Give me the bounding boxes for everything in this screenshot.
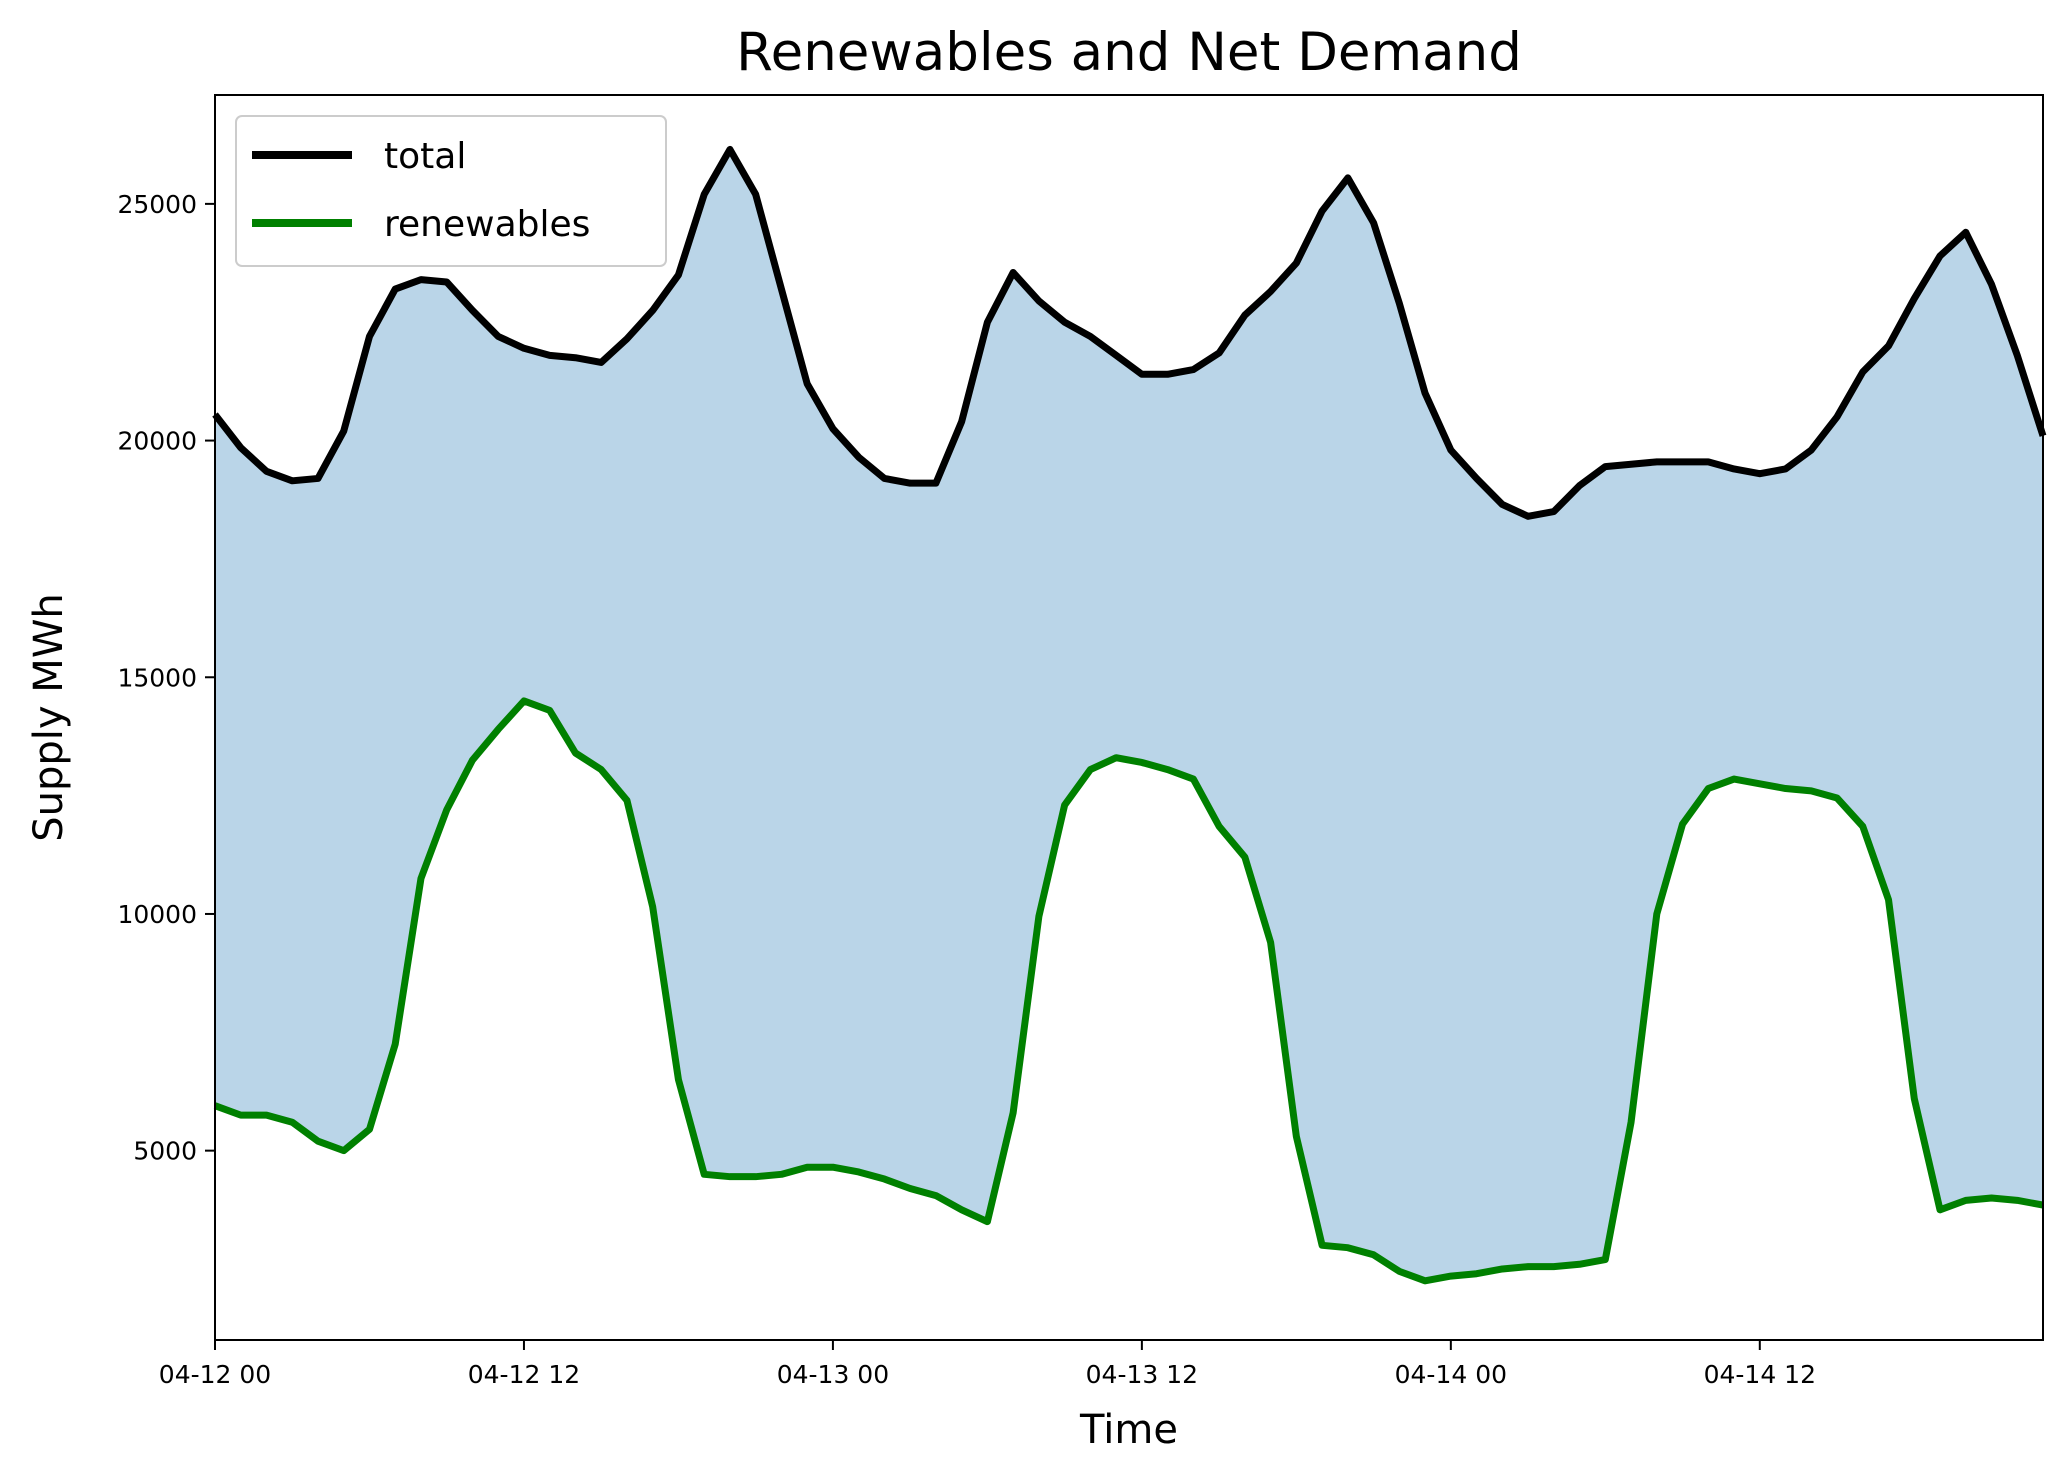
legend: total renewables — [235, 115, 667, 267]
x-tick-label: 04-12 12 — [468, 1360, 580, 1389]
y-tick-label: 25000 — [117, 190, 197, 219]
x-tick-label: 04-13 00 — [777, 1360, 889, 1389]
x-axis-title: Time — [1079, 1407, 1178, 1453]
plot-frame — [214, 94, 2044, 1341]
y-tick-label: 20000 — [117, 427, 197, 456]
fill-between-layer — [215, 149, 2043, 1281]
x-axis: 04-12 00 04-12 12 04-13 00 04-13 12 04-14 00… — [159, 1340, 1816, 1389]
series-line-total — [212, 145, 2047, 520]
x-tick-label: 04-12 00 — [159, 1360, 271, 1389]
y-tick-label: 5000 — [133, 1137, 197, 1166]
y-tick-label: 15000 — [117, 663, 197, 692]
fill-between-area — [215, 149, 2043, 1281]
y-axis-title: Supply MWh — [26, 593, 72, 841]
chart-title: Renewables and Net Demand — [736, 22, 1522, 83]
series-layer — [212, 145, 2047, 1285]
x-tick-label: 04-14 00 — [1395, 1360, 1507, 1389]
x-tick-label: 04-14 12 — [1704, 1360, 1816, 1389]
legend-label-renewables: renewables — [384, 204, 590, 245]
y-tick-label: 10000 — [117, 900, 197, 929]
x-tick-label: 04-13 12 — [1086, 1360, 1198, 1389]
y-axis: 5000 10000 15000 20000 25000 — [117, 190, 215, 1166]
series-line-renewables — [213, 697, 2044, 1285]
legend-label-total: total — [384, 136, 466, 177]
